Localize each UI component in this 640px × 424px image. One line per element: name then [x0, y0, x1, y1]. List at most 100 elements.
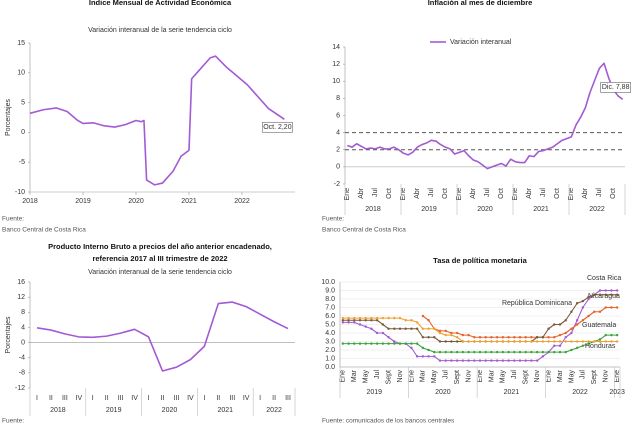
data-point: [547, 336, 550, 339]
y-tick-label: 10.0: [321, 279, 335, 286]
data-point: [575, 302, 579, 305]
data-point: [444, 359, 447, 362]
data-point: [455, 331, 459, 335]
data-point: [364, 325, 367, 328]
y-tick-label: 16: [17, 279, 25, 286]
x-tick-label: III: [285, 395, 291, 402]
data-point: [564, 336, 567, 339]
data-point: [518, 336, 522, 339]
data-point: [398, 342, 402, 345]
data-point: [415, 327, 419, 330]
data-point: [484, 350, 487, 354]
source-note: Fuente:: [2, 216, 24, 223]
data-point: [558, 333, 562, 337]
data-point: [593, 340, 596, 343]
data-point: [421, 327, 425, 330]
y-tick-label: 15: [17, 40, 25, 47]
y-tick-label: 2: [336, 147, 340, 154]
y-tick-label: 0: [21, 129, 25, 136]
data-point: [484, 359, 487, 362]
data-point: [404, 319, 407, 322]
data-point: [535, 336, 539, 339]
data-point: [495, 350, 499, 354]
x-tick-label: Abr: [358, 187, 365, 199]
data-point: [501, 359, 505, 362]
y-tick-label: 8: [336, 95, 340, 102]
data-point: [387, 327, 390, 330]
data-point: [598, 340, 602, 343]
data-point: [421, 314, 425, 318]
x-tick-label: May: [431, 370, 438, 384]
y-tick-label: -4: [19, 355, 25, 362]
y-tick-label: -8: [19, 370, 25, 377]
data-line: [36, 301, 289, 372]
data-point: [547, 350, 550, 354]
data-point: [450, 340, 453, 343]
chart-subtitle: Variación interanual de la serie tendenc…: [88, 269, 232, 276]
x-tick-label: IV: [76, 395, 83, 402]
data-point: [370, 327, 373, 330]
x-tick-label: Jul: [511, 370, 518, 379]
data-point: [364, 316, 367, 320]
data-point: [598, 338, 602, 341]
data-point: [553, 340, 556, 343]
x-tick-label: Ene: [568, 188, 575, 201]
data-point: [387, 336, 390, 339]
year-label: 2020: [162, 407, 178, 414]
x-tick-label: Nov: [534, 370, 541, 383]
data-point: [375, 319, 379, 322]
data-point: [455, 340, 459, 343]
data-point: [518, 359, 522, 362]
data-point: [587, 295, 590, 299]
data-point: [387, 342, 390, 345]
year-label: 2018: [365, 206, 381, 213]
data-point: [450, 333, 453, 337]
data-point: [490, 350, 493, 354]
data-point: [433, 327, 436, 330]
y-tick-label: -10: [15, 189, 25, 196]
y-tick-label: 4: [336, 129, 340, 136]
data-point: [530, 359, 533, 362]
annotation-text: Oct. 2,20: [263, 124, 292, 131]
data-point: [341, 342, 345, 345]
data-point: [490, 336, 493, 339]
chart-title: Índice Mensual de Actividad Económica: [89, 0, 232, 7]
data-point: [530, 336, 533, 339]
series-label: Honduras: [585, 343, 616, 350]
data-point: [581, 319, 585, 322]
x-tick-label: Mar: [420, 369, 427, 382]
data-point: [604, 306, 607, 309]
data-point: [427, 327, 430, 330]
data-point: [393, 327, 396, 330]
x-tick-label: Ene: [408, 370, 415, 383]
data-point: [444, 333, 447, 337]
x-tick-label: Nov: [397, 370, 404, 383]
x-tick-label: 2021: [181, 198, 197, 205]
data-point: [570, 340, 573, 343]
data-point: [558, 350, 562, 354]
data-line: [347, 62, 624, 170]
series-label: Nicaragua: [588, 293, 620, 300]
x-tick-label: IV: [187, 395, 194, 402]
series-label: República Dominicana: [502, 300, 572, 307]
x-tick-label: II: [49, 395, 53, 402]
data-point: [564, 319, 567, 322]
data-point: [421, 355, 425, 358]
data-point: [461, 340, 465, 343]
data-point: [375, 342, 379, 345]
data-point: [347, 319, 350, 322]
data-point: [353, 321, 356, 324]
x-tick-label: 2020: [128, 198, 144, 205]
data-point: [484, 340, 487, 343]
year-label: 2022: [589, 206, 605, 213]
data-point: [615, 333, 619, 337]
data-point: [393, 316, 396, 320]
y-tick-label: -2: [334, 181, 340, 188]
y-axis-label: Porcentajes: [5, 316, 12, 353]
x-tick-label: I: [36, 395, 38, 402]
data-point: [575, 346, 579, 350]
data-point: [421, 346, 425, 350]
data-point: [370, 316, 373, 320]
data-point: [564, 350, 567, 354]
